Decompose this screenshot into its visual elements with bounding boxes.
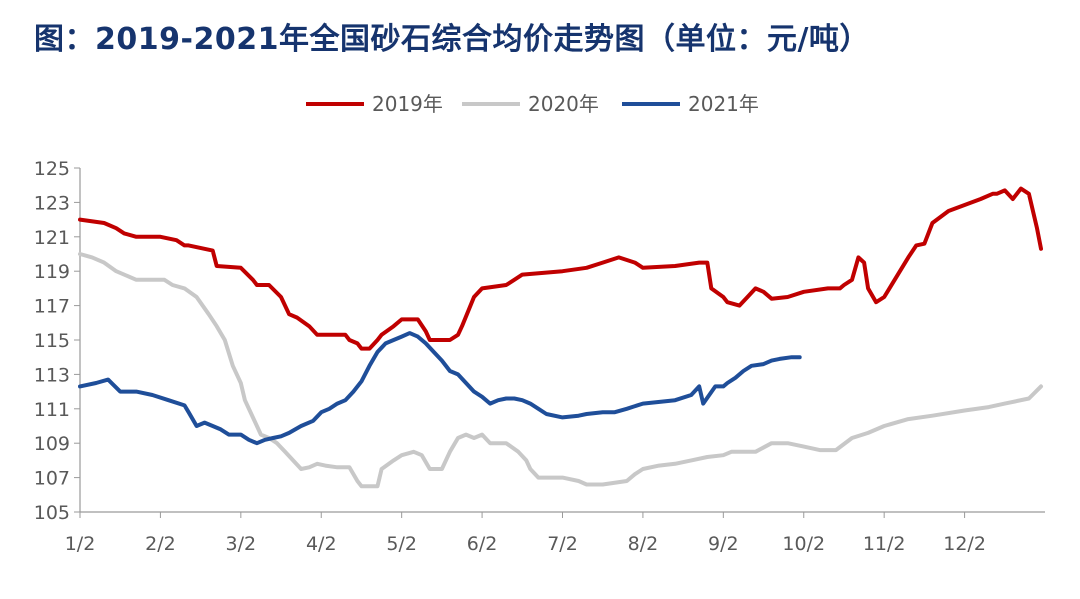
legend-label: 2019年 xyxy=(372,92,443,116)
legend-label: 2020年 xyxy=(528,92,599,116)
y-tick-label: 105 xyxy=(34,502,70,524)
x-tick-label: 4/2 xyxy=(306,533,337,555)
x-tick-label: 11/2 xyxy=(863,533,906,555)
y-tick-label: 115 xyxy=(34,330,70,352)
y-tick-label: 113 xyxy=(34,364,70,386)
y-tick-label: 125 xyxy=(34,158,70,180)
series-line-2021年 xyxy=(78,331,802,446)
x-tick-label: 12/2 xyxy=(943,533,986,555)
y-tick-label: 121 xyxy=(34,227,70,249)
x-tick-label: 1/2 xyxy=(65,533,96,555)
x-tick-label: 2/2 xyxy=(145,533,176,555)
x-tick-label: 6/2 xyxy=(467,533,498,555)
y-tick-label: 111 xyxy=(34,399,70,421)
legend-label: 2021年 xyxy=(688,92,759,116)
x-tick-label: 3/2 xyxy=(226,533,257,555)
x-tick-label: 9/2 xyxy=(708,533,739,555)
y-tick-label: 119 xyxy=(34,261,70,283)
y-tick-label: 107 xyxy=(34,468,70,490)
chart-title: 图：2019-2021年全国砂石综合均价走势图（单位：元/吨） xyxy=(34,22,870,57)
series-line-2020年 xyxy=(78,252,1043,489)
x-tick-label: 7/2 xyxy=(547,533,578,555)
x-tick-label: 5/2 xyxy=(386,533,417,555)
y-tick-label: 109 xyxy=(34,433,70,455)
y-tick-label: 117 xyxy=(34,296,70,318)
y-tick-label: 123 xyxy=(34,192,70,214)
x-tick-label: 10/2 xyxy=(782,533,825,555)
series-line-2019年 xyxy=(78,186,1043,351)
x-tick-label: 8/2 xyxy=(628,533,659,555)
